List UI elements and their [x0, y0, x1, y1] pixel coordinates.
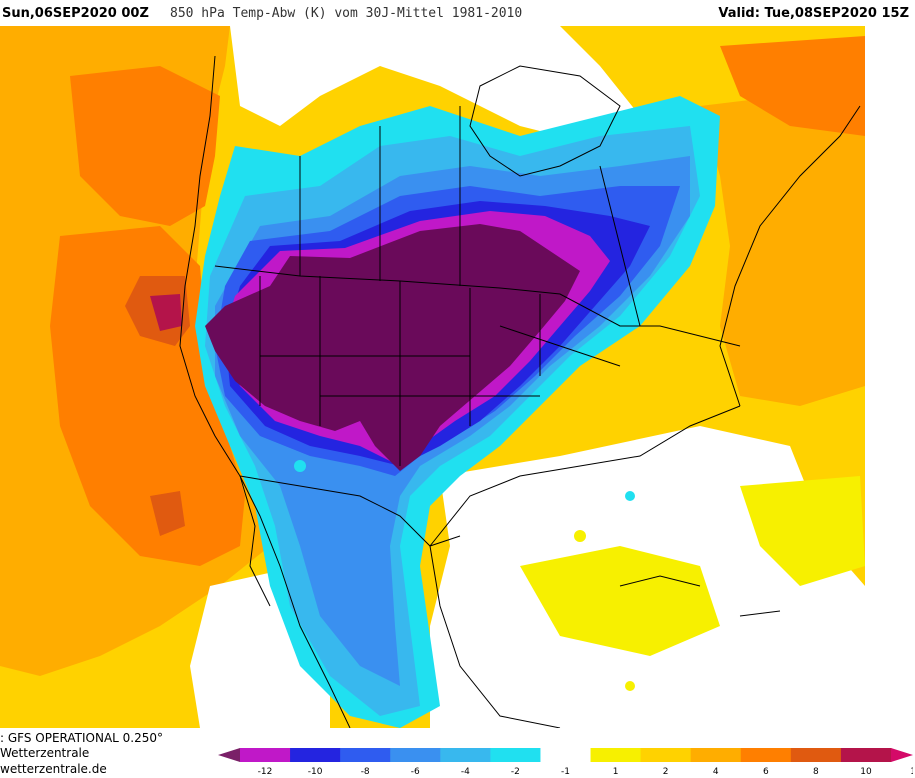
- scale-tick-label: -2: [511, 767, 520, 777]
- coast-hot-band: [50, 226, 245, 566]
- geographic-boundaries: [179, 55, 861, 728]
- us-mexico-border: [239, 475, 461, 547]
- cyan-speck: [625, 491, 635, 501]
- scale-tick-label: 1: [613, 767, 619, 777]
- scale-swatch: [740, 748, 792, 762]
- color-scale-bars: [218, 748, 913, 762]
- yellow-speck: [574, 530, 586, 542]
- yellow-speck: [625, 681, 635, 691]
- cyan-speck: [294, 460, 306, 472]
- scale-arrow-high: [891, 748, 913, 762]
- coast-crimson-core: [150, 294, 182, 331]
- gulf-yellow-patch: [520, 546, 720, 656]
- scale-tick-label: 2: [663, 767, 669, 777]
- scale-swatch: [840, 748, 892, 762]
- map-header: Sun,06SEP2020 00Z 850 hPa Temp-Abw (K) v…: [0, 0, 915, 26]
- scale-swatch: [690, 748, 742, 762]
- baja-red-core: [150, 491, 185, 536]
- color-scale-legend: -12-10-8-6-4-2-1124681012: [218, 748, 913, 777]
- scale-tick-label: -12: [258, 767, 273, 777]
- pacific-hot-anomaly: [70, 66, 220, 226]
- scale-tick-label: -10: [308, 767, 323, 777]
- scale-tick-label: -6: [411, 767, 420, 777]
- parameter-label: 850 hPa Temp-Abw (K) vom 30J-Mittel 1981…: [170, 6, 523, 21]
- scale-tick-label: 10: [860, 767, 872, 777]
- labrador-hot-anomaly: [720, 36, 865, 136]
- scale-swatch: [540, 748, 592, 762]
- temperature-anomaly-map: [0, 26, 865, 728]
- source-url: wetterzentrale.de: [0, 762, 107, 776]
- scale-swatch: [390, 748, 441, 762]
- scale-swatch: [440, 748, 491, 762]
- gulf-coastline: [429, 405, 741, 547]
- model-label: : GFS OPERATIONAL 0.250°: [0, 731, 164, 745]
- cold-anomaly-core: [205, 224, 580, 471]
- mexico-coastline: [429, 545, 561, 728]
- scale-tick-label: 6: [763, 767, 769, 777]
- scale-arrow-low: [218, 748, 240, 762]
- scale-swatch: [240, 748, 291, 762]
- scale-tick-label: 12: [910, 767, 913, 777]
- scale-tick-label: -8: [361, 767, 370, 777]
- scale-swatch: [490, 748, 541, 762]
- scale-swatch: [340, 748, 391, 762]
- source-label: Wetterzentrale: [0, 746, 90, 760]
- arctic-neutral: [230, 26, 640, 146]
- scale-tick-label: -4: [461, 767, 470, 777]
- baja-coastline: [239, 475, 271, 607]
- run-time-label: Sun,06SEP2020 00Z: [2, 6, 149, 21]
- scale-tick-label: -1: [561, 767, 570, 777]
- province-lines: [299, 106, 641, 327]
- scale-swatch: [790, 748, 842, 762]
- scale-swatch: [640, 748, 692, 762]
- scale-tick-label: 4: [713, 767, 719, 777]
- atlantic-yellow-patch: [740, 476, 865, 586]
- color-scale-ticks: -12-10-8-6-4-2-1124681012: [258, 767, 913, 777]
- scale-tick-label: 8: [813, 767, 819, 777]
- atlantic-warm-anomaly: [700, 86, 865, 406]
- hudson-bay-coast: [469, 65, 621, 177]
- state-lines: [259, 276, 621, 466]
- scale-swatch: [590, 748, 642, 762]
- scale-swatch: [290, 748, 341, 762]
- caribbean-islands: [619, 575, 781, 617]
- valid-time-label: Valid: Tue,08SEP2020 15Z: [718, 6, 909, 21]
- us-canada-border: [214, 265, 741, 347]
- east-coastline: [719, 105, 861, 407]
- west-coastline: [179, 55, 351, 728]
